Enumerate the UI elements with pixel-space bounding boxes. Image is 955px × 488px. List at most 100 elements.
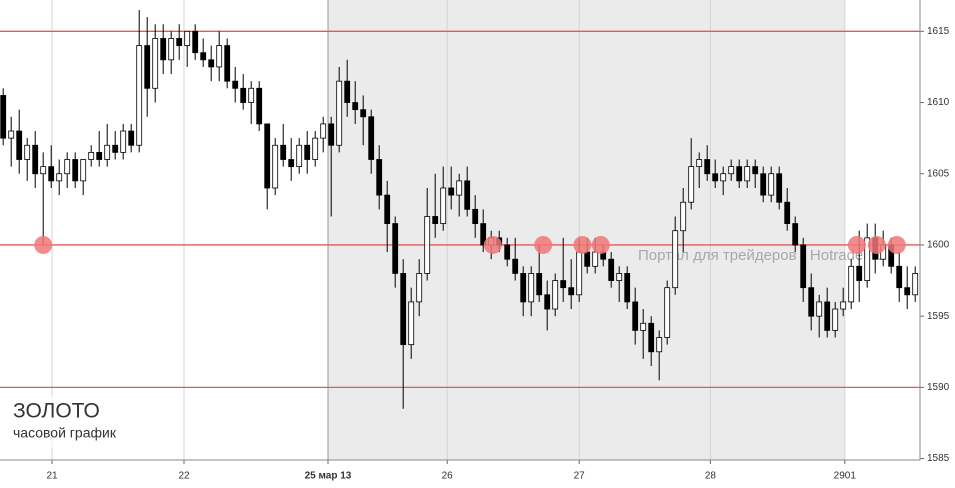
candle-body [416, 273, 423, 303]
candle-body [712, 173, 719, 182]
candle-body [40, 166, 47, 175]
candle-body [344, 80, 351, 103]
candle-body [376, 159, 383, 196]
candle-body [560, 280, 567, 289]
y-tick-label: 1610 [927, 97, 950, 108]
candle-body [448, 187, 455, 196]
candle-body [440, 187, 447, 224]
candle-body [744, 166, 751, 182]
candle-body [704, 159, 711, 175]
y-tick-label: 1590 [927, 382, 950, 393]
candle-body [520, 273, 527, 303]
candle-body [16, 130, 23, 160]
candle-body [240, 87, 247, 103]
y-tick-label: 1585 [927, 453, 950, 464]
candle-body [48, 166, 55, 182]
candle-body [352, 102, 359, 111]
candle-body [320, 123, 327, 139]
candle-body [160, 38, 167, 61]
candle-body [904, 287, 911, 296]
watermark: Портал для трейдеров - Hotrader.ru [638, 247, 885, 264]
candle-body [656, 337, 663, 353]
candle-body [208, 59, 215, 68]
x-tick-label: 21 [46, 471, 58, 482]
candle-body [112, 144, 119, 153]
candle-body [472, 208, 479, 224]
candle-body [800, 244, 807, 289]
candle-body [720, 173, 727, 182]
candle-body [304, 144, 311, 160]
candle-body [832, 308, 839, 331]
candle-body [128, 130, 135, 146]
candle-body [400, 273, 407, 346]
candle-body [856, 265, 863, 281]
candle-body [736, 166, 743, 182]
candle-body [760, 173, 767, 196]
candle-body [64, 159, 71, 175]
candle-body [216, 45, 223, 68]
candle-body [264, 123, 271, 189]
x-tick-label: 27 [574, 471, 586, 482]
candle-body [512, 258, 519, 274]
chart-subtitle: часовой график [13, 425, 117, 441]
shaded-region [328, 0, 845, 460]
candle-body [808, 287, 815, 317]
candle-body [56, 173, 63, 182]
candle-body [408, 301, 415, 346]
level-touch-marker [573, 235, 592, 254]
caption-box [8, 396, 158, 448]
level-touch-marker [534, 235, 553, 254]
y-tick-label: 1615 [927, 26, 950, 37]
candle-body [464, 180, 471, 210]
candle-body [392, 223, 399, 274]
candle-body [648, 322, 655, 353]
candle-body [576, 251, 583, 296]
candle-body [176, 38, 183, 46]
candle-body [96, 151, 103, 160]
candle-body [816, 301, 823, 317]
candle-body [624, 273, 631, 303]
candle-body [32, 144, 39, 175]
candle-body [168, 38, 175, 61]
candle-body [776, 173, 783, 203]
x-tick-label: 22 [178, 471, 190, 482]
candle-body [120, 130, 127, 153]
candle-body [328, 123, 335, 146]
y-tick-label: 1595 [927, 311, 950, 322]
candle-body [528, 273, 535, 303]
candle-body [104, 144, 111, 160]
candle-body [912, 273, 919, 296]
candle-body [840, 301, 847, 310]
candle-body [728, 166, 735, 175]
level-touch-marker [591, 235, 610, 254]
candle-body [184, 30, 191, 46]
candle-body [8, 130, 15, 139]
candle-body [696, 159, 703, 168]
candle-body [0, 95, 7, 139]
candle-body [272, 144, 279, 189]
candle-body [848, 265, 855, 303]
candle-body [288, 159, 295, 168]
candle-body [536, 273, 543, 296]
level-touch-marker [34, 235, 53, 254]
candle-body [336, 80, 343, 146]
candle-body [144, 45, 151, 89]
candle-body [224, 45, 231, 82]
candle-body [136, 45, 143, 146]
candle-body [552, 280, 559, 310]
level-touch-marker [887, 235, 906, 254]
candle-body [672, 230, 679, 289]
x-tick-label: 25 мар 13 [305, 471, 352, 482]
candle-body [256, 87, 263, 125]
candle-body [544, 294, 551, 310]
candle-body [584, 251, 591, 267]
candle-body [296, 144, 303, 168]
candle-body [792, 223, 799, 246]
candle-body [312, 137, 319, 160]
candle-body [424, 216, 431, 274]
y-tick-label: 1600 [927, 240, 950, 251]
candle-body [24, 144, 31, 160]
candle-body [456, 180, 463, 196]
candle-body [200, 52, 207, 61]
